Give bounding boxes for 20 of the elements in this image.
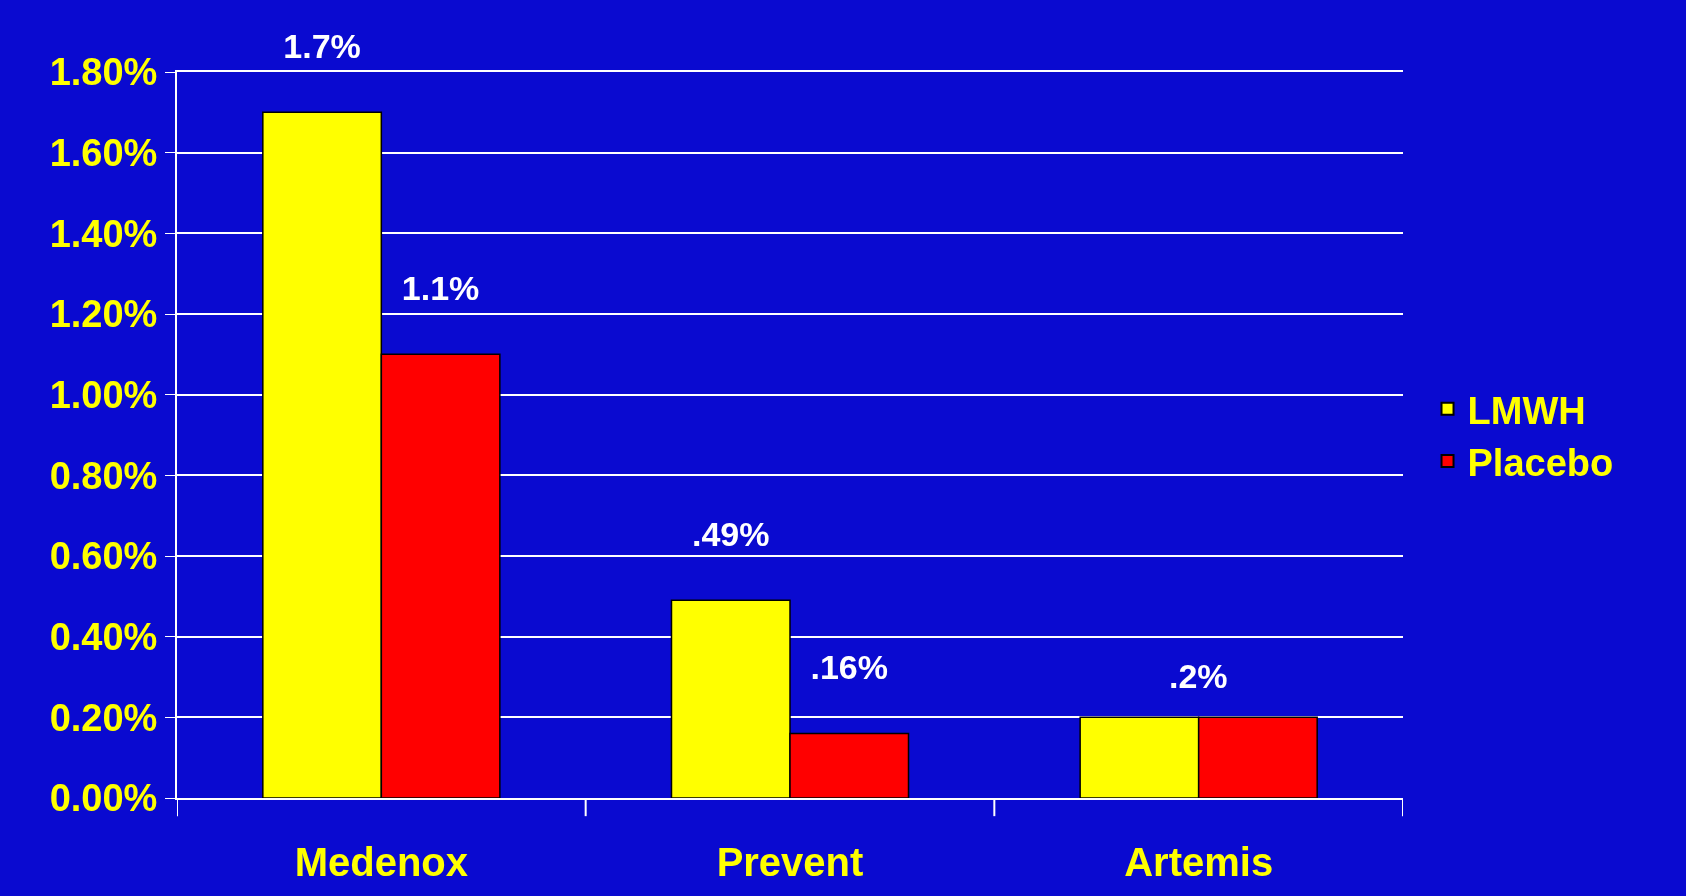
y-tick-label: 1.00%	[49, 373, 158, 416]
y-tick-label: 0.00%	[49, 777, 158, 820]
data-label: .49%	[691, 515, 770, 554]
y-tick-label: 1.40%	[49, 212, 158, 255]
x-tick-label: Prevent	[716, 840, 864, 884]
data-label: .16%	[810, 648, 889, 687]
legend-label: LMWH	[1467, 389, 1586, 432]
y-tick-label: 1.80%	[49, 51, 158, 94]
y-tick-label: 0.60%	[49, 535, 158, 578]
x-tick-label: Medenox	[294, 840, 469, 884]
annotation: .2%	[1169, 657, 1228, 695]
y-tick-label: 0.80%	[49, 454, 158, 497]
data-label: 1.1%	[401, 269, 480, 308]
data-label: 1.7%	[283, 27, 361, 66]
y-tick-label: 1.60%	[49, 131, 158, 174]
legend-label: Placebo	[1467, 441, 1614, 484]
y-tick-label: 0.20%	[49, 696, 158, 739]
y-tick-label: 0.40%	[49, 615, 158, 658]
y-tick-label: 1.20%	[49, 293, 158, 336]
x-tick-label: Artemis	[1124, 840, 1274, 884]
